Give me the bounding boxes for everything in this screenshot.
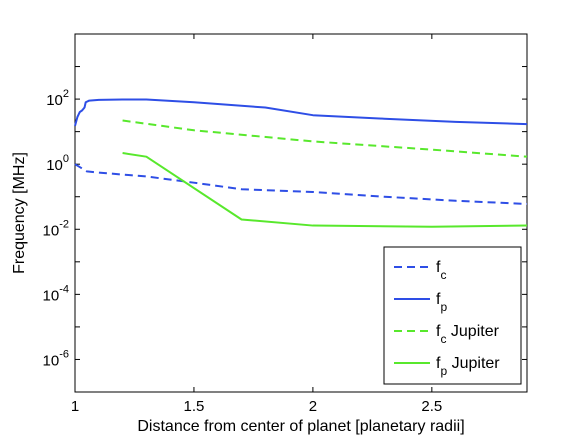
legend-label-2: fc Jupiter [436, 323, 500, 346]
series-line-2 [122, 119, 528, 158]
series-line-0 [74, 163, 528, 205]
y-tick-base: 10 [46, 157, 63, 174]
x-tick-label: 1.5 [184, 398, 205, 415]
legend-label-1: fp [436, 291, 447, 314]
legend-subscript: c [440, 332, 446, 346]
legend-subscript: c [440, 268, 446, 282]
legend-subscript: p [440, 300, 447, 314]
x-tick-label: 1 [71, 398, 79, 415]
y-tick-exponent: -2 [59, 218, 69, 230]
legend-label-0: fc [436, 259, 446, 282]
y-tick-exponent: 2 [63, 88, 69, 100]
legend-subscript: p [440, 364, 447, 378]
y-tick-base: 10 [43, 352, 60, 369]
x-axis-label: Distance from center of planet [planetar… [137, 418, 464, 435]
legend-name: f [436, 291, 441, 308]
y-tick-label: 10-4 [43, 283, 69, 304]
y-tick-exponent: -6 [59, 348, 69, 360]
y-tick-label: 100 [46, 153, 69, 174]
y-tick-base: 10 [46, 92, 63, 109]
x-tick-label: 2 [309, 398, 317, 415]
series-line-1 [74, 98, 528, 127]
y-tick-exponent: -4 [59, 283, 69, 295]
y-tick-label: 10-2 [43, 218, 69, 239]
legend-suffix: Jupiter [446, 323, 499, 340]
legend-name: f [436, 323, 441, 340]
legend-box [383, 246, 522, 385]
x-tick-label: 2.5 [421, 398, 442, 415]
y-tick-base: 10 [43, 287, 60, 304]
series-line-3 [122, 152, 528, 228]
series-lines [74, 98, 528, 228]
y-tick-base: 10 [43, 222, 60, 239]
legend-suffix: Jupiter [447, 355, 500, 372]
legend-name: f [436, 259, 441, 276]
y-axis-label: Frequency [MHz] [11, 152, 28, 274]
y-tick-label: 10-6 [43, 348, 69, 369]
y-tick-label: 102 [46, 88, 69, 109]
legend-label-3: fp Jupiter [436, 355, 500, 378]
y-tick-exponent: 0 [63, 153, 69, 165]
legend-name: f [436, 355, 441, 372]
